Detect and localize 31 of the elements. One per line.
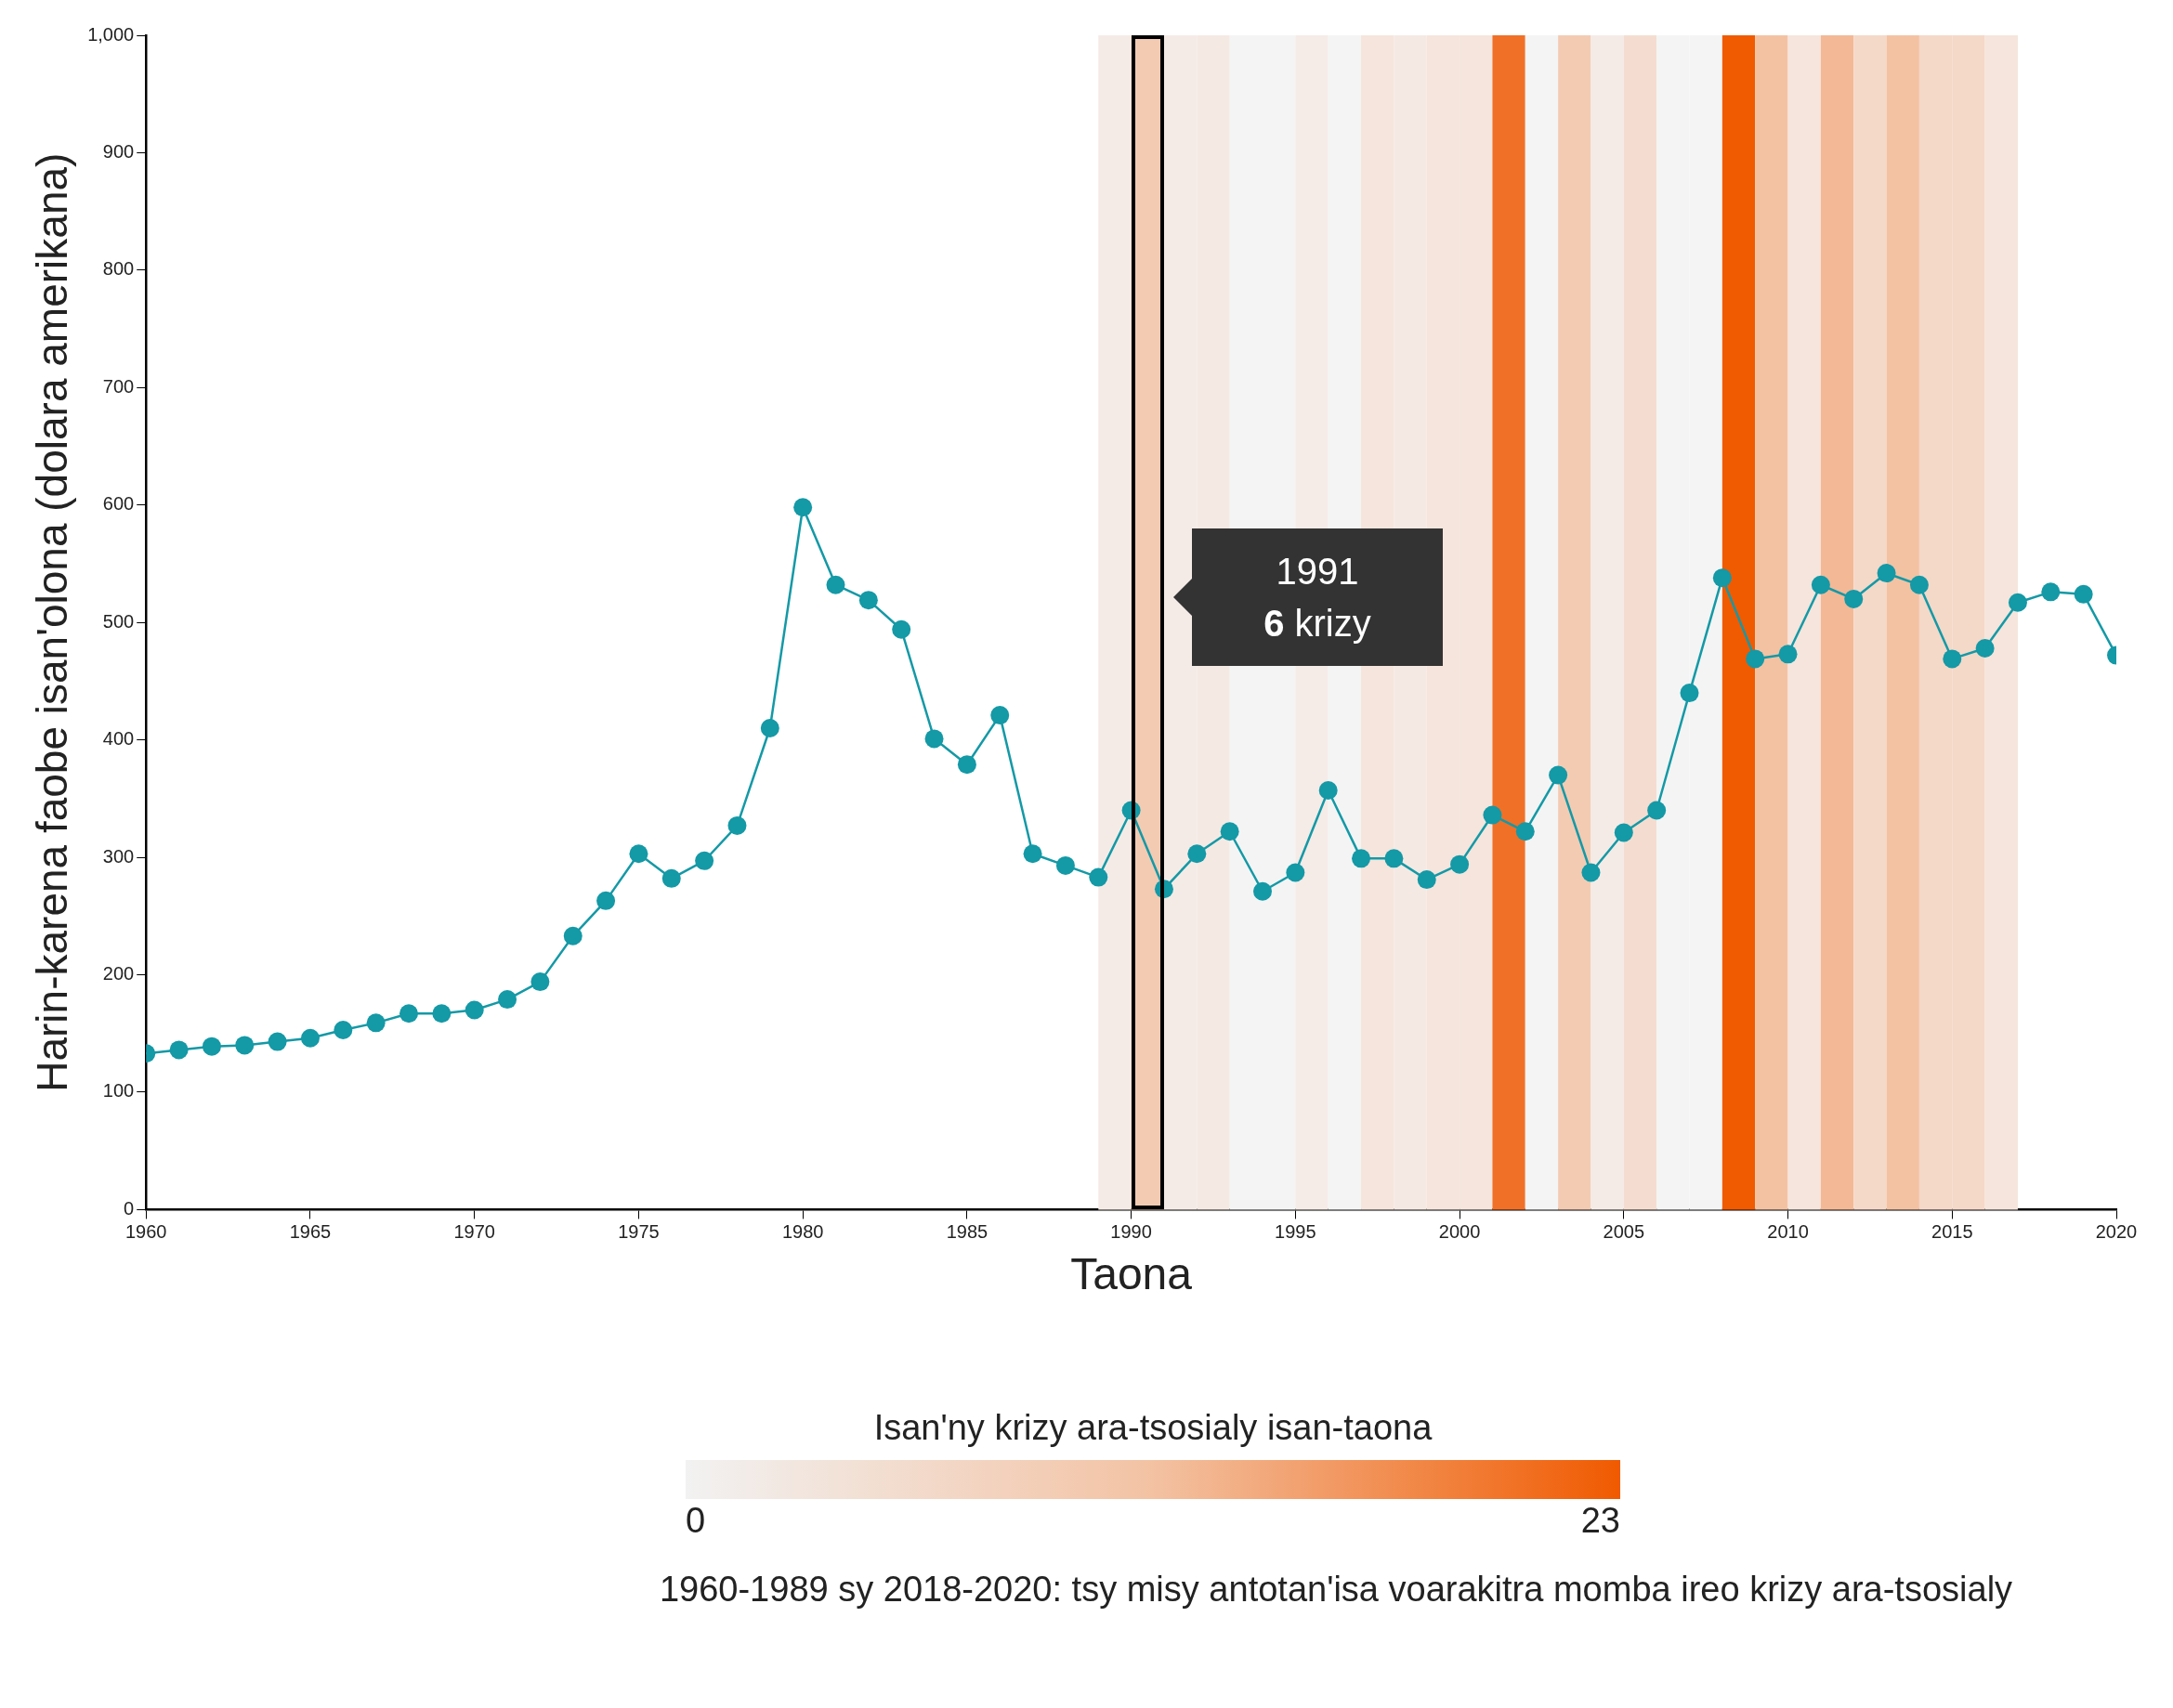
- color-bar-label: 0: [686, 1500, 706, 1540]
- x-tick-label: 2005: [1603, 1220, 1645, 1242]
- x-axis-title: Taona: [1070, 1249, 1193, 1299]
- color-bar-title: Isan'ny krizy ara-tsosialy isan-taona: [873, 1408, 1433, 1448]
- x-tick-label: 2020: [2095, 1220, 2138, 1242]
- y-tick-label: 600: [102, 493, 135, 515]
- color-bar-label: 23: [1580, 1500, 1620, 1540]
- x-tick-label: 1960: [125, 1220, 167, 1242]
- y-tick-label: 400: [102, 728, 135, 750]
- y-tick-label: 700: [102, 375, 135, 397]
- y-tick-label: 900: [102, 140, 135, 162]
- x-tick-label: 1985: [946, 1220, 988, 1242]
- x-tick-label: 2010: [1767, 1220, 1809, 1242]
- x-tick-label: 1970: [453, 1220, 495, 1242]
- annotation: 1991 6 krizy: [1263, 550, 1372, 646]
- y-tick-label: 200: [102, 963, 135, 984]
- x-tick-label: 2000: [1438, 1220, 1481, 1242]
- x-tick-label: 1975: [618, 1220, 660, 1242]
- x-tick-label: 1990: [1110, 1220, 1152, 1242]
- x-tick-label: 1995: [1275, 1220, 1316, 1242]
- y-tick-label: 300: [102, 845, 135, 867]
- y-tick-label: 0: [124, 1197, 135, 1219]
- y-tick-label: 100: [102, 1080, 135, 1102]
- y-tick-label: 800: [102, 258, 135, 280]
- text: 1960-1989 sy 2018-2020: tsy misy antotan'isa voarakitra momba ireo krizy ara-tsosialy: [659, 1569, 2013, 1609]
- x-tick-label: 2015: [1931, 1220, 1973, 1242]
- x-tick-label: 1980: [781, 1220, 824, 1242]
- y-tick-label: 500: [102, 610, 135, 632]
- x-tick-label: 1965: [289, 1220, 332, 1242]
- y-axis-title: Harin-karena faobe isan'olona (dolara amerikana): [28, 152, 77, 1092]
- y-tick-label: 1,000: [87, 23, 135, 45]
